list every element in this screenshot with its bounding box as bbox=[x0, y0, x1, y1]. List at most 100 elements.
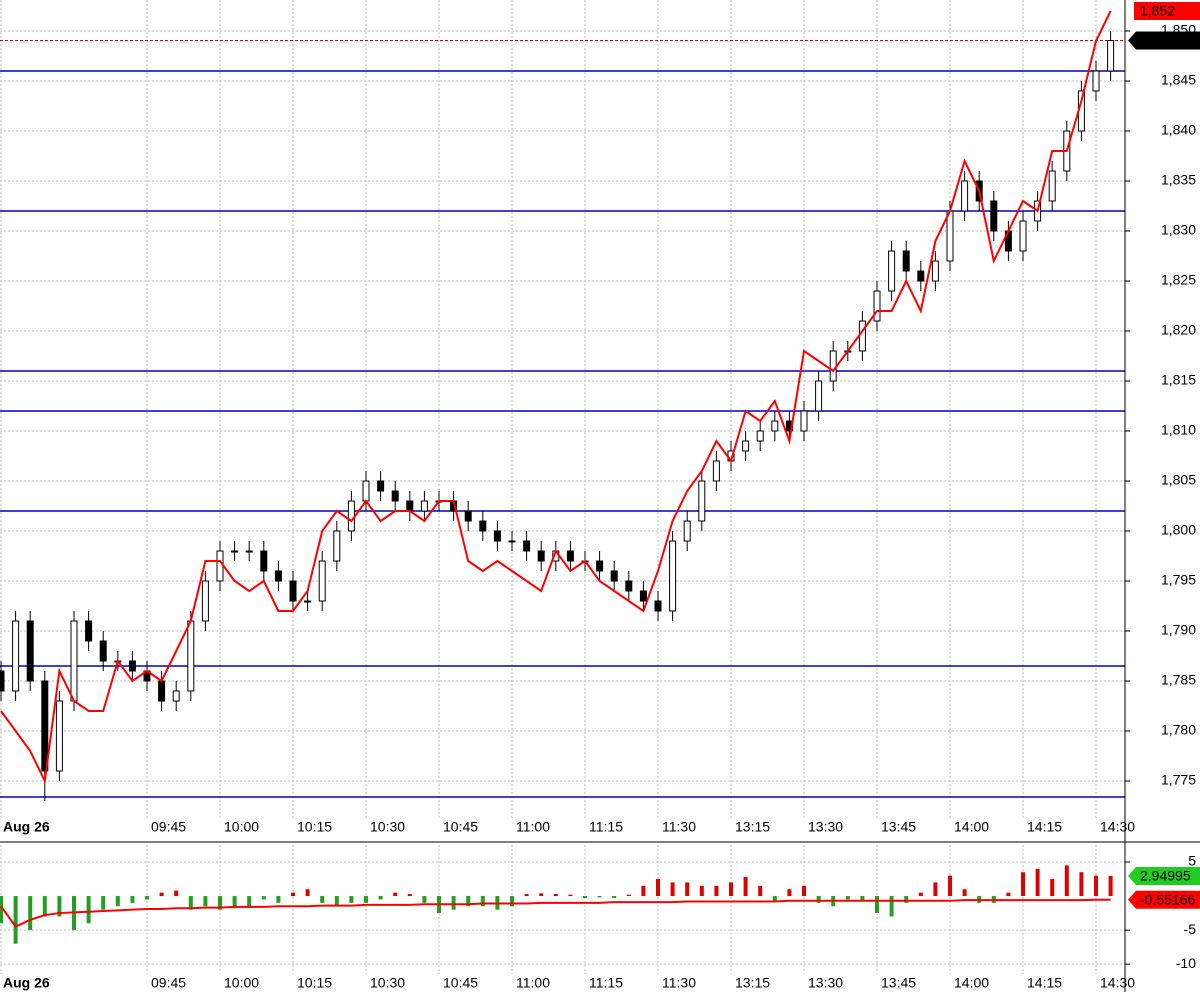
candle-body bbox=[990, 200, 998, 232]
price-marker-label: 1,849.05 bbox=[1140, 32, 1195, 48]
histogram-bar bbox=[261, 896, 266, 900]
candle-body bbox=[128, 660, 136, 672]
histogram-bar bbox=[1021, 872, 1025, 897]
candle-body bbox=[347, 500, 355, 532]
histogram-bar bbox=[159, 892, 164, 897]
y-tick-label: 1,830 bbox=[1161, 222, 1196, 238]
candle-body bbox=[406, 500, 414, 512]
x-axis-band bbox=[0, 974, 1125, 992]
candle-body bbox=[596, 560, 604, 572]
y-tick-label: 1,840 bbox=[1161, 122, 1196, 138]
candle-body bbox=[858, 320, 866, 352]
candle-body bbox=[260, 550, 268, 572]
candle-body bbox=[0, 670, 5, 692]
candle-body bbox=[654, 600, 662, 612]
histogram-bar bbox=[670, 882, 675, 897]
histogram-bar bbox=[145, 896, 149, 900]
x-tick-label: 10:00 bbox=[224, 975, 259, 991]
candle-body bbox=[479, 520, 487, 532]
x-tick-label: 11:00 bbox=[516, 819, 550, 835]
y-tick-label: -5 bbox=[1184, 921, 1197, 937]
x-tick-label: 14:30 bbox=[1100, 819, 1135, 835]
candle-body bbox=[1092, 70, 1100, 92]
histogram-bar bbox=[422, 896, 427, 903]
histogram-bar bbox=[875, 896, 879, 914]
histogram-bar bbox=[1094, 875, 1098, 897]
candle-body bbox=[391, 490, 399, 502]
x-tick-label: 09:45 bbox=[151, 819, 186, 835]
histogram-bar bbox=[407, 894, 412, 897]
candle-body bbox=[158, 680, 166, 702]
histogram-bar bbox=[115, 896, 120, 907]
histogram-bar bbox=[729, 882, 733, 897]
candle-body bbox=[216, 550, 224, 582]
candle-body bbox=[493, 530, 501, 542]
candle-body bbox=[917, 270, 925, 282]
x-tick-label: 10:30 bbox=[370, 819, 405, 835]
candle-body bbox=[333, 530, 341, 562]
histogram-bar bbox=[699, 885, 704, 897]
histogram-bar bbox=[597, 896, 602, 898]
candle-body bbox=[902, 250, 910, 272]
x-tick-label: 13:45 bbox=[881, 819, 916, 835]
candle-body bbox=[41, 680, 49, 772]
histogram-bar bbox=[845, 896, 850, 900]
histogram-bar bbox=[626, 894, 631, 897]
histogram-bar bbox=[349, 896, 354, 903]
candle-body bbox=[537, 550, 545, 562]
x-tick-label: 10:30 bbox=[370, 975, 405, 991]
x-tick-label: 13:30 bbox=[808, 819, 843, 835]
candle-body bbox=[304, 600, 312, 603]
candle-body bbox=[274, 570, 282, 582]
candle-body bbox=[70, 620, 78, 702]
candle-body bbox=[55, 700, 63, 772]
candle-body bbox=[99, 640, 107, 662]
histogram-bar bbox=[1064, 865, 1069, 897]
histogram-bar bbox=[247, 896, 252, 907]
indicator-line bbox=[0, 10, 1112, 785]
candle-body bbox=[961, 180, 969, 212]
candle-body bbox=[1107, 40, 1115, 72]
candle-body bbox=[508, 540, 516, 543]
histogram-bar bbox=[378, 896, 383, 900]
candle-body bbox=[245, 550, 253, 553]
candle-body bbox=[1048, 170, 1056, 202]
histogram-bar bbox=[743, 876, 748, 897]
histogram-bar bbox=[42, 896, 47, 917]
histogram-bar bbox=[291, 892, 295, 897]
candle-body bbox=[201, 580, 209, 622]
x-tick-label: 11:15 bbox=[589, 819, 623, 835]
x-tick-label: 14:15 bbox=[1027, 819, 1062, 835]
histogram-bar bbox=[480, 896, 485, 907]
y-tick-label: 5 bbox=[1188, 853, 1196, 869]
x-axis-band bbox=[0, 818, 1125, 838]
histogram-bar bbox=[364, 896, 368, 903]
histogram-bar bbox=[962, 889, 967, 897]
candle-body bbox=[523, 540, 531, 552]
y-tick-label: 1,775 bbox=[1161, 772, 1196, 788]
x-tick-label: 10:00 bbox=[224, 819, 259, 835]
histogram-bar bbox=[656, 879, 660, 897]
histogram-bar bbox=[685, 882, 690, 897]
y-tick-label: 1,780 bbox=[1161, 722, 1196, 738]
histogram-bar bbox=[1035, 868, 1040, 897]
histogram-bar bbox=[188, 896, 193, 910]
candle-body bbox=[815, 380, 823, 412]
histogram-bar bbox=[714, 885, 719, 897]
candle-body bbox=[639, 590, 647, 602]
histogram-bar bbox=[451, 896, 456, 910]
y-tick-label: 1,795 bbox=[1161, 572, 1196, 588]
histogram-bar bbox=[0, 896, 3, 924]
histogram-bar bbox=[553, 894, 558, 897]
candle-body bbox=[683, 520, 691, 542]
x-tick-label: 11:30 bbox=[662, 975, 696, 991]
histogram-bar bbox=[539, 893, 544, 897]
histogram-bar bbox=[772, 896, 777, 902]
price-marker-label: -0.55166 bbox=[1140, 892, 1195, 908]
histogram-bar bbox=[320, 896, 325, 903]
x-tick-label: 10:45 bbox=[443, 819, 478, 835]
candle-body bbox=[377, 480, 385, 492]
candle-body bbox=[610, 570, 618, 582]
price-marker-label: 2.94995 bbox=[1140, 868, 1191, 884]
histogram-bar bbox=[232, 896, 237, 909]
